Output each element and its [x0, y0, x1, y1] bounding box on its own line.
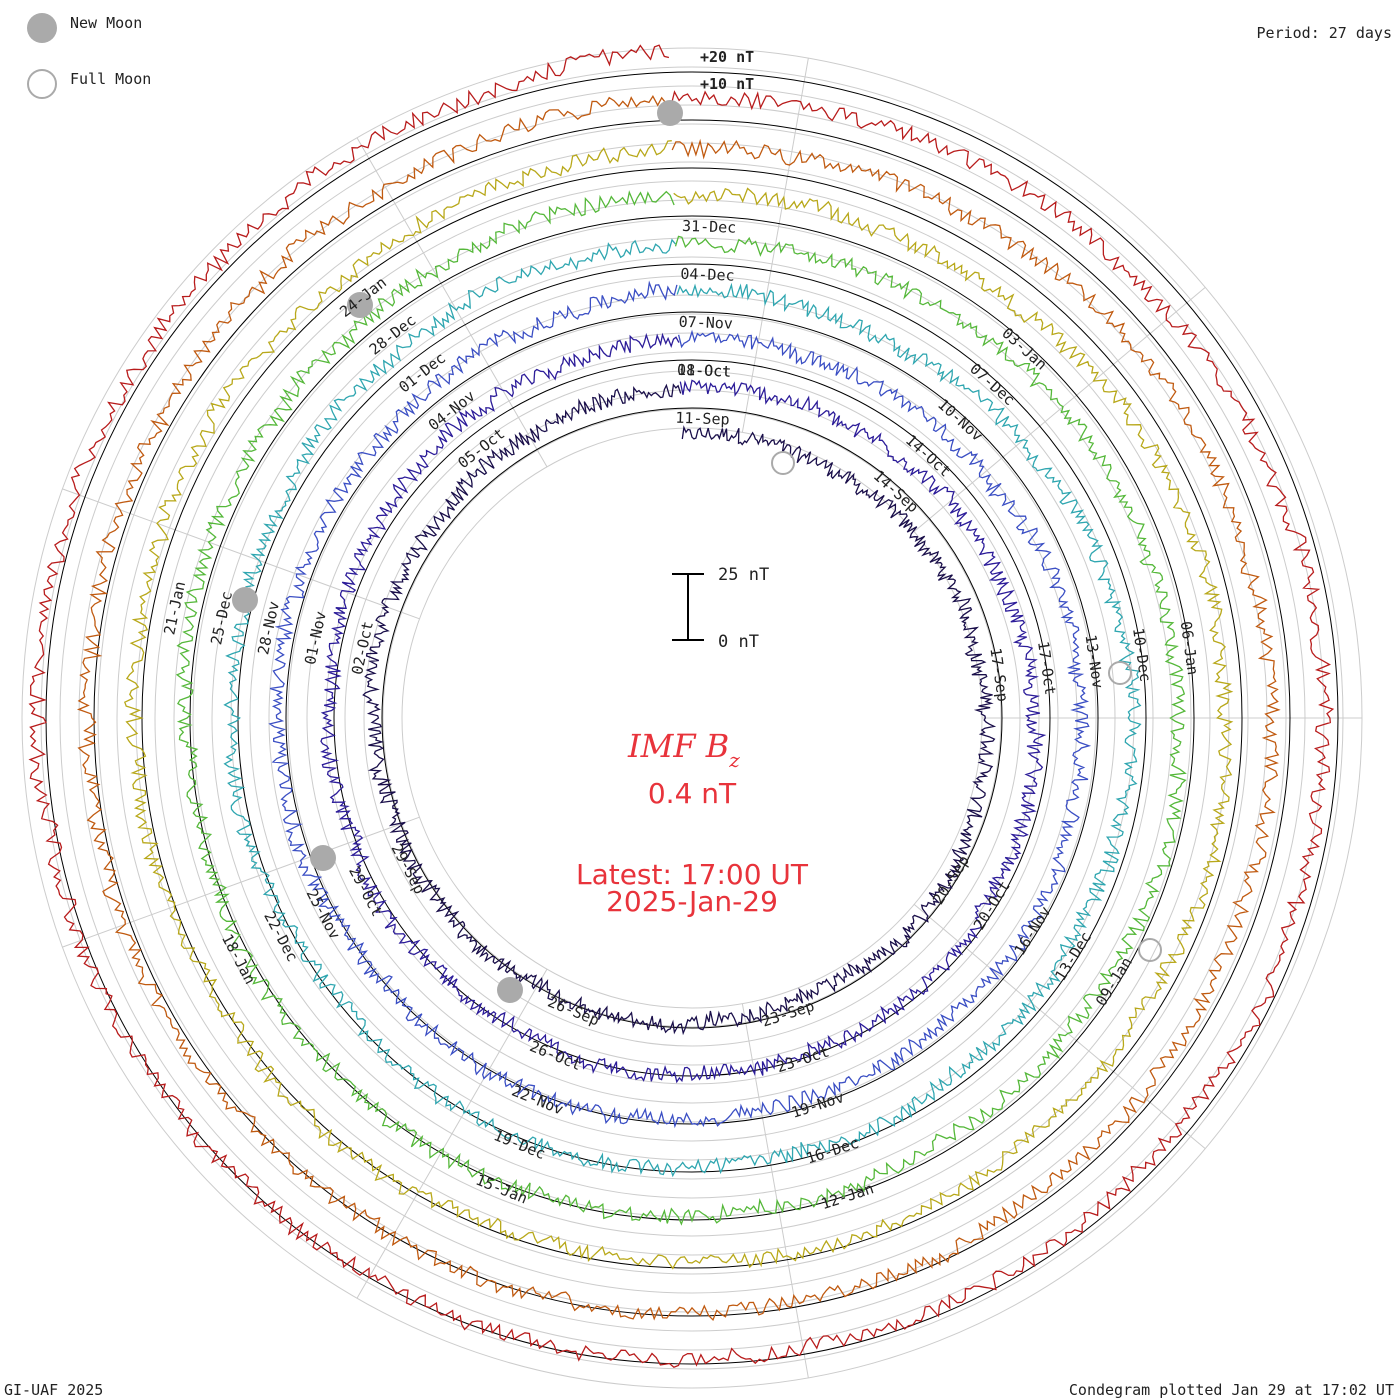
date-label: 04-Dec	[680, 265, 735, 285]
grid-spoke	[913, 286, 1206, 532]
baseline-ring	[333, 359, 1051, 1077]
date-label: 13-Dec	[1051, 929, 1095, 984]
grid-spoke	[356, 968, 548, 1299]
new-moon-marker	[347, 292, 373, 318]
plotted-label: Condegram plotted Jan 29 at 17:02 UT	[1069, 1381, 1394, 1399]
date-label: 19-Nov	[789, 1088, 846, 1122]
chart-title-subscript: z	[728, 748, 740, 772]
baseline-ring	[93, 119, 1291, 1317]
full-moon-marker	[771, 451, 795, 475]
period-label: Period: 27 days	[1257, 24, 1392, 42]
scale-label-10: +10 nT	[700, 75, 754, 93]
date-label: 16-Dec	[804, 1134, 861, 1168]
date-label: 01-Nov	[301, 610, 330, 667]
grid-ring	[344, 370, 1040, 1066]
full-moon-marker	[1138, 938, 1162, 962]
grid-spoke	[62, 488, 420, 620]
full-moon-legend-icon	[27, 69, 57, 99]
date-label: 25-Nov	[303, 886, 344, 942]
new-moon-marker	[232, 587, 258, 613]
trace-rotation-5	[123, 140, 1234, 1270]
grid-spoke	[913, 904, 1206, 1150]
new-moon-marker	[497, 977, 523, 1003]
latest-time: Latest: 17:00 UT	[576, 858, 809, 891]
new-moon-legend-label: New Moon	[70, 14, 142, 32]
date-label: 01-Dec	[395, 349, 449, 397]
date-label: 29-Oct	[345, 863, 386, 919]
grid-spoke	[356, 137, 548, 468]
date-label: 09-Jan	[1092, 954, 1136, 1009]
rotation-baselines	[45, 71, 1339, 1365]
date-label: 12-Jan	[819, 1179, 876, 1213]
credit-label: GI-UAF 2025	[4, 1381, 103, 1399]
full-moon-marker	[1108, 661, 1132, 685]
radial-spokes	[62, 58, 1362, 1378]
date-label: 20-Sep	[929, 852, 973, 907]
new-moon-marker	[310, 845, 336, 871]
date-label: 18-Jan	[218, 931, 259, 987]
date-label: 23-Oct	[774, 1042, 831, 1076]
trace-rotation-4	[175, 190, 1187, 1226]
trace-rotation-1	[320, 332, 1047, 1084]
trace-rotation-0	[362, 383, 997, 1036]
date-label: 11-Sep	[675, 409, 730, 429]
current-value: 0.4 nT	[648, 777, 737, 810]
date-label: 15-Jan	[473, 1171, 530, 1208]
date-label: 22-Dec	[260, 908, 301, 964]
data-traces	[28, 44, 1335, 1368]
date-label: 20-Oct	[970, 878, 1014, 933]
grid-ring	[306, 332, 1078, 1104]
date-label: 07-Nov	[678, 313, 733, 333]
scale-bottom-label: 0 nT	[718, 632, 759, 652]
chart-title-main: IMF B	[627, 727, 729, 765]
baseline-ring	[381, 407, 1003, 1029]
latest-date: 2025-Jan-29	[606, 885, 778, 918]
date-label: 13-Nov	[1082, 633, 1107, 689]
scale-bar: 25 nT 0 nT	[672, 565, 769, 652]
grid-spoke	[741, 1003, 809, 1378]
date-label: 21-Jan	[160, 580, 189, 637]
trace-rotation-3	[223, 238, 1142, 1178]
date-label: 25-Dec	[207, 590, 236, 647]
full-moon-legend-label: Full Moon	[70, 70, 151, 88]
trace-rotation-6	[76, 95, 1281, 1322]
chart-title: IMF Bz	[627, 727, 740, 772]
scale-label-20: +20 nT	[700, 48, 754, 66]
grid-spoke	[741, 58, 809, 433]
date-label: 31-Dec	[682, 217, 737, 237]
new-moon-marker	[657, 100, 683, 126]
trace-rotation-2	[268, 280, 1092, 1129]
date-label: 08-Oct	[677, 361, 732, 381]
moon-markers	[232, 100, 1162, 1003]
date-label: 11-Oct	[677, 361, 732, 381]
trace-rotation-7	[28, 44, 1335, 1368]
scale-top-label: 25 nT	[718, 565, 769, 585]
date-label: 10-Dec	[1129, 627, 1154, 683]
new-moon-legend-icon	[27, 13, 57, 43]
date-label: 16-Nov	[1011, 903, 1055, 958]
baseline-ring	[45, 71, 1339, 1365]
date-label: 22-Nov	[509, 1082, 566, 1119]
